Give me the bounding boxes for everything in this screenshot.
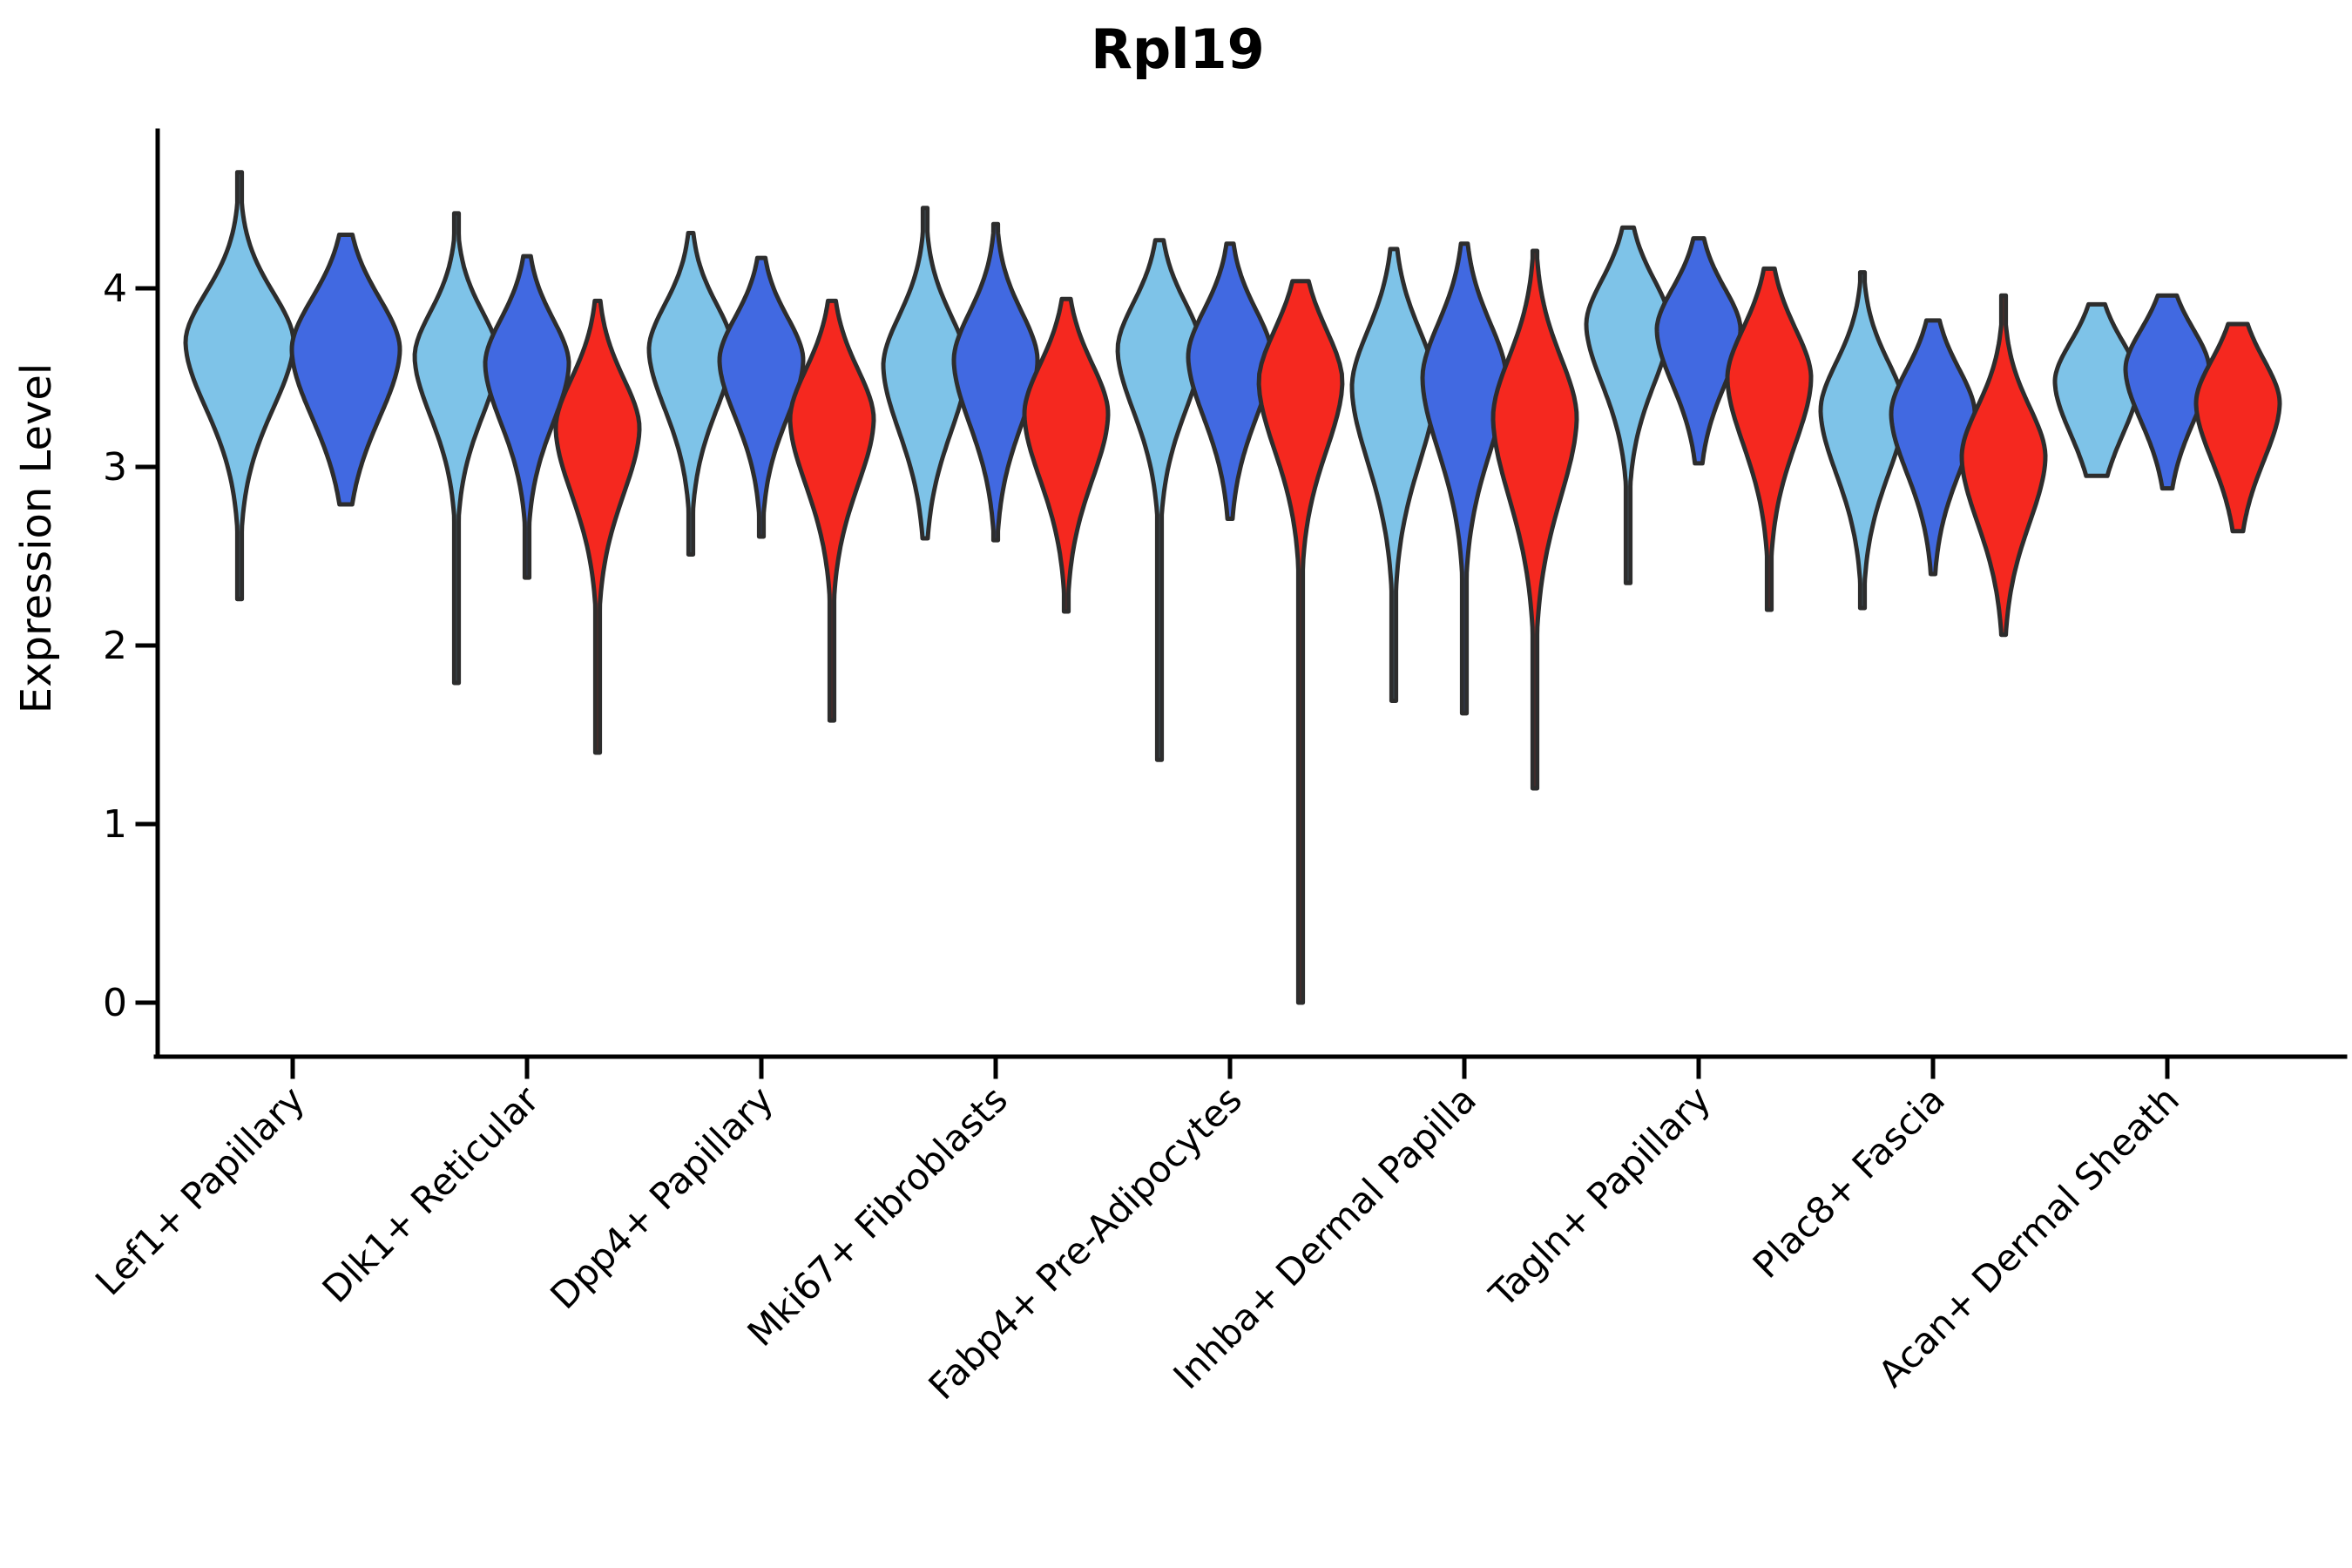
x-tick-label: Plac8+ Fascia bbox=[1745, 1078, 1953, 1286]
chart-title: Rpl19 bbox=[1091, 17, 1265, 81]
violin-dlk1-reticular-royal-blue bbox=[483, 253, 571, 580]
y-tick-label: 0 bbox=[103, 981, 127, 1025]
violin-dpp4-papillary-red bbox=[787, 298, 876, 723]
violin-fabp4-pre-adipocytes-red bbox=[1256, 279, 1345, 1005]
violin-mki67-fibroblasts-red bbox=[1022, 296, 1111, 614]
violin-acan-dermal-sheath-light-blue bbox=[2052, 301, 2141, 478]
violin-fabp4-pre-adipocytes-royal-blue bbox=[1186, 241, 1274, 521]
y-axis-label: Expression Level bbox=[12, 363, 61, 714]
violin-plac8-fascia-light-blue bbox=[1818, 270, 1907, 611]
violin-plac8-fascia-royal-blue bbox=[1889, 318, 1977, 577]
violin-inhba-dermal-papilla-red bbox=[1490, 248, 1579, 791]
violins-layer bbox=[183, 170, 2282, 1005]
violin-mki67-fibroblasts-light-blue bbox=[881, 206, 970, 541]
violin-inhba-dermal-papilla-light-blue bbox=[1349, 247, 1438, 703]
violin-tagln-papillary-red bbox=[1725, 266, 1814, 612]
violin-fabp4-pre-adipocytes-light-blue bbox=[1115, 238, 1204, 762]
violin-lef1-papillary-light-blue bbox=[183, 170, 296, 602]
violin-dlk1-reticular-light-blue bbox=[412, 211, 501, 686]
violin-dlk1-reticular-red bbox=[553, 298, 642, 755]
violin-acan-dermal-sheath-red bbox=[2193, 321, 2282, 534]
y-tick-label: 4 bbox=[103, 267, 127, 311]
x-tick-label: Dpp4+ Papillary bbox=[542, 1078, 781, 1317]
violin-tagln-papillary-royal-blue bbox=[1654, 236, 1743, 466]
violin-dpp4-papillary-light-blue bbox=[646, 231, 735, 557]
x-tick-label: Mki67+ Fibroblasts bbox=[740, 1078, 1016, 1354]
violin-inhba-dermal-papilla-royal-blue bbox=[1420, 241, 1509, 716]
y-tick-label: 1 bbox=[103, 802, 127, 847]
violin-plac8-fascia-red bbox=[1959, 293, 2048, 638]
x-tick-label: Tagln+ Papillary bbox=[1481, 1078, 1719, 1315]
violin-dpp4-papillary-royal-blue bbox=[717, 255, 806, 539]
violin-tagln-papillary-light-blue bbox=[1584, 225, 1673, 585]
y-tick-label: 2 bbox=[103, 624, 127, 668]
y-tick-label: 3 bbox=[103, 445, 127, 490]
violin-mki67-fibroblasts-royal-blue bbox=[951, 221, 1040, 543]
violin-lef1-papillary-royal-blue bbox=[289, 233, 402, 507]
x-tick-label: Dlk1+ Reticular bbox=[314, 1078, 548, 1311]
violin-acan-dermal-sheath-royal-blue bbox=[2123, 293, 2212, 491]
x-tick-label: Lef1+ Papillary bbox=[87, 1078, 313, 1303]
